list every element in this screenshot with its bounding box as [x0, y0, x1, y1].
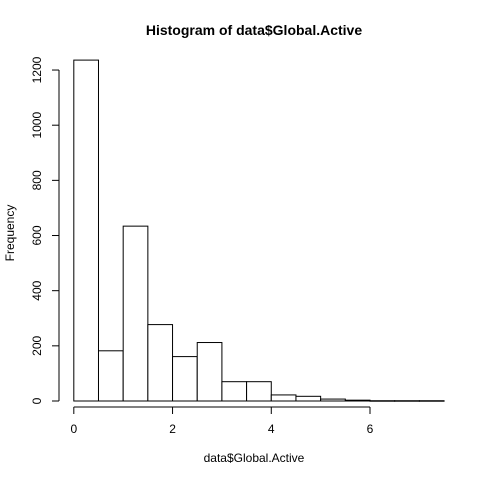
- chart-title: Histogram of data$Global.Active: [146, 22, 362, 38]
- x-tick-label: 6: [367, 422, 374, 436]
- y-tick-label: 400: [30, 280, 44, 300]
- histogram-bar-2: [122, 225, 149, 402]
- histogram-bar-7: [246, 381, 272, 402]
- histogram-bar-6: [221, 381, 248, 402]
- histogram-bar-9: [295, 395, 322, 402]
- x-tick-label: 0: [70, 422, 77, 436]
- y-axis: 0 200 400 600 800 1000 1200: [30, 56, 60, 404]
- y-tick-label: 1200: [30, 56, 44, 83]
- y-tick-label: 600: [30, 225, 44, 245]
- y-tick-label: 800: [30, 170, 44, 190]
- x-tick-label: 4: [268, 422, 275, 436]
- histogram-bar-12: [369, 400, 396, 402]
- histogram-bar-11: [344, 399, 371, 402]
- histogram-bar-5: [196, 342, 223, 402]
- x-tick-label: 2: [169, 422, 176, 436]
- histogram-bar-1: [97, 350, 124, 402]
- bars-group: [73, 59, 445, 402]
- y-tick-label: 1000: [30, 112, 44, 139]
- histogram-bar-13: [394, 400, 420, 402]
- x-axis-label: data$Global.Active: [204, 451, 305, 465]
- histogram-bar-8: [270, 394, 297, 402]
- y-axis-label: Frequency: [3, 205, 17, 262]
- histogram-bar-14: [418, 400, 445, 402]
- y-tick-label: 200: [30, 336, 44, 356]
- y-tick-label: 0: [30, 397, 44, 404]
- x-axis: 0 2 4 6: [70, 406, 374, 436]
- histogram-bar-0: [73, 59, 99, 402]
- histogram-bar-10: [320, 398, 346, 402]
- histogram-bar-4: [172, 356, 198, 402]
- histogram-bar-3: [147, 324, 174, 402]
